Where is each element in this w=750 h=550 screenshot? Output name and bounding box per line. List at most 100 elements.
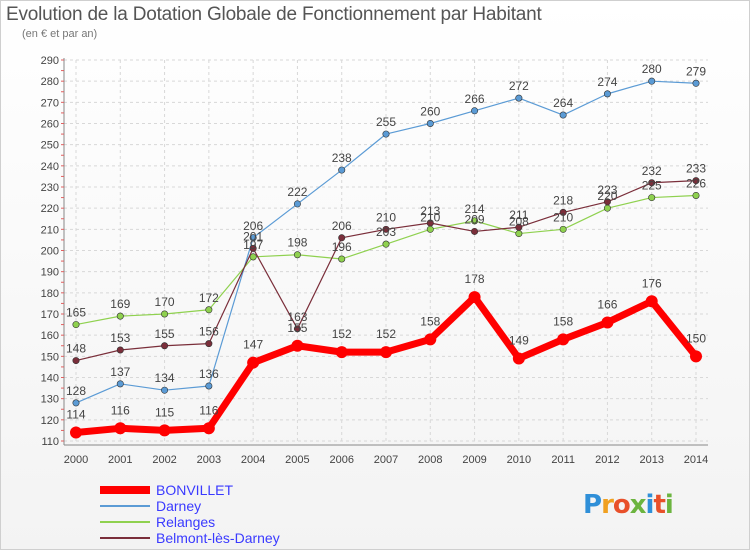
y-tick-label: 280 (41, 76, 59, 88)
point-darney (72, 399, 80, 407)
data-label-bonvillet: 149 (509, 333, 529, 347)
data-label-darney: 260 (420, 105, 440, 119)
y-tick-label: 160 (41, 330, 59, 342)
x-tick-label: 2011 (551, 454, 575, 466)
logo-letter: i (645, 490, 655, 520)
point-bonvillet (202, 422, 215, 435)
data-label-belmont-l-s-darney: 232 (642, 164, 662, 178)
point-darney (471, 107, 479, 115)
point-darney (338, 166, 346, 174)
point-bonvillet (247, 356, 260, 369)
data-label-belmont-l-s-darney: 201 (243, 229, 263, 243)
point-darney (161, 386, 169, 394)
logo-letter: i (664, 490, 674, 520)
point-darney (382, 130, 390, 138)
x-tick-label: 2003 (197, 454, 221, 466)
data-label-relanges: 172 (199, 291, 219, 305)
point-belmont-l-s-darney (515, 223, 523, 231)
x-tick-label: 2000 (64, 454, 88, 466)
y-tick-label: 290 (41, 55, 59, 67)
x-tick-label: 2009 (462, 454, 486, 466)
data-label-darney: 264 (553, 96, 573, 110)
data-label-belmont-l-s-darney: 213 (420, 204, 440, 218)
point-belmont-l-s-darney (116, 346, 124, 354)
point-bonvillet (291, 339, 304, 352)
y-tick-label: 270 (41, 97, 59, 109)
point-bonvillet (468, 291, 481, 304)
data-label-belmont-l-s-darney: 148 (66, 342, 86, 356)
point-belmont-l-s-darney (648, 179, 656, 187)
point-bonvillet (690, 350, 702, 363)
point-belmont-l-s-darney (382, 225, 390, 233)
y-tick-label: 110 (41, 436, 59, 448)
data-label-relanges: 165 (66, 306, 86, 320)
point-bonvillet (70, 426, 82, 439)
data-label-relanges: 210 (420, 210, 440, 224)
y-tick-label: 240 (41, 161, 59, 173)
legend-label-relanges: Relanges (156, 514, 216, 530)
data-label-darney: 206 (243, 219, 263, 233)
point-relanges (205, 306, 213, 314)
y-tick-label: 180 (41, 288, 59, 300)
point-bonvillet (512, 352, 525, 365)
data-label-darney: 128 (66, 384, 86, 398)
point-darney (648, 77, 656, 85)
point-darney (116, 380, 124, 388)
data-label-relanges: 196 (332, 240, 352, 254)
point-relanges (559, 225, 567, 233)
y-tick-label: 200 (41, 246, 59, 258)
legend-swatch-darney (100, 505, 150, 507)
x-tick-label: 2010 (507, 454, 531, 466)
chart-subtitle: (en € et par an) (22, 28, 98, 40)
point-relanges (603, 204, 611, 212)
data-label-bonvillet: 166 (597, 297, 617, 311)
grid (64, 59, 708, 442)
point-relanges (338, 255, 346, 263)
point-bonvillet (380, 346, 392, 359)
y-tick-label: 210 (41, 224, 59, 236)
data-label-relanges: 169 (110, 297, 130, 311)
data-label-relanges: 198 (287, 236, 307, 250)
data-label-darney: 279 (686, 64, 706, 78)
x-tick-label: 2013 (639, 454, 663, 466)
x-tick-label: 2014 (684, 454, 708, 466)
data-label-relanges: 226 (686, 176, 706, 190)
logo-letter: t (653, 490, 665, 520)
data-label-bonvillet: 116 (199, 403, 218, 417)
data-label-bonvillet: 152 (376, 327, 396, 341)
legend: BONVILLET Darney Relanges Belmont-lès-Da… (100, 482, 280, 546)
y-tick-label: 140 (41, 373, 59, 385)
point-relanges (692, 191, 700, 199)
data-label-bonvillet: 158 (553, 314, 573, 328)
y-tick-label: 150 (41, 351, 59, 363)
x-tick-label: 2006 (329, 454, 353, 466)
point-relanges (72, 321, 80, 329)
point-bonvillet (114, 422, 127, 435)
legend-item-darney: Darney (100, 498, 280, 514)
data-label-belmont-l-s-darney: 223 (597, 183, 617, 197)
data-label-belmont-l-s-darney: 211 (509, 208, 528, 222)
point-bonvillet (424, 333, 437, 346)
y-tick-label: 230 (41, 182, 59, 194)
point-darney (205, 382, 213, 390)
point-darney (515, 94, 523, 102)
data-label-darney: 137 (110, 365, 130, 379)
y-tick-label: 130 (41, 394, 59, 406)
data-label-bonvillet: 147 (243, 338, 263, 352)
point-relanges (382, 240, 390, 248)
point-belmont-l-s-darney (559, 208, 567, 216)
data-label-relanges: 225 (642, 179, 662, 193)
legend-item-relanges: Relanges (100, 514, 280, 530)
data-label-darney: 238 (332, 151, 352, 165)
point-relanges (471, 217, 479, 225)
data-label-relanges: 208 (509, 215, 529, 229)
data-label-belmont-l-s-darney: 155 (155, 327, 175, 341)
point-bonvillet (158, 424, 171, 437)
x-tick-label: 2012 (595, 454, 619, 466)
data-label-relanges: 210 (553, 210, 573, 224)
x-tick-label: 2004 (241, 454, 265, 466)
data-label-darney: 266 (465, 92, 485, 106)
x-tick-label: 2008 (418, 454, 442, 466)
y-tick-label: 190 (41, 267, 59, 279)
